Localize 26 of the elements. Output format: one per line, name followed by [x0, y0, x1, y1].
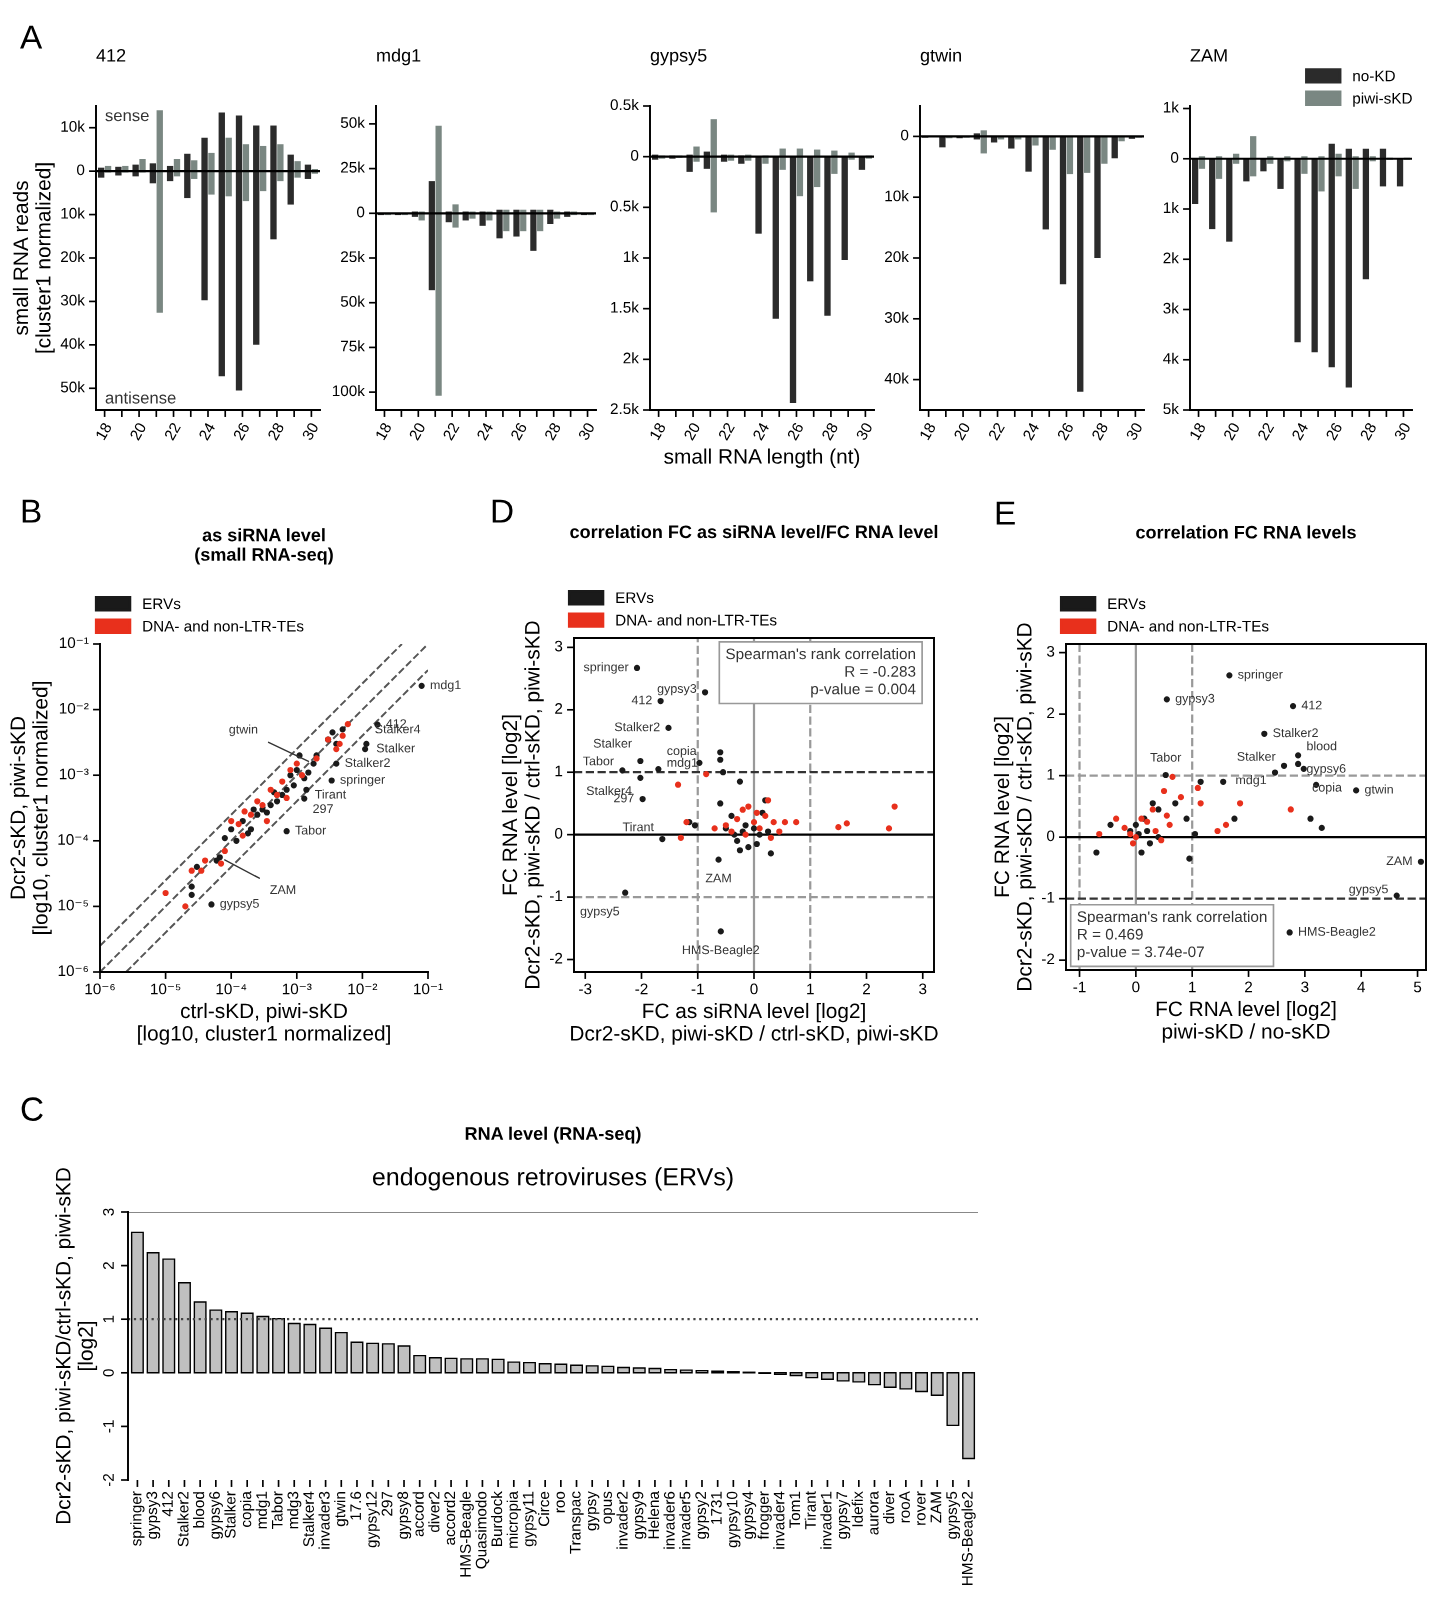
x-axis-title: FC RNA level [log2] piwi-sKD / no-sKD	[1156, 1000, 1336, 1043]
y-axis-title: FC RNA level [log2] Dcr2-sKD, piwi-sKD / ctrl-sKD, piwi-sKD	[501, 621, 544, 988]
y-axis-title: small RNA reads [cluster1 normalized]	[12, 163, 55, 353]
chart-title: ZAM	[1190, 49, 1227, 62]
chart-title: as siRNA level (small RNA-seq)	[195, 528, 333, 565]
chart-title: mdg1	[377, 48, 421, 66]
text: C	[21, 1097, 43, 1121]
annotation: sense	[105, 112, 149, 122]
text: E	[996, 501, 1015, 525]
x-axis-title: ctrl-sKD, piwi-sKD [log10, cluster1 normalized]	[138, 1002, 390, 1045]
chart-title: 412	[96, 48, 126, 62]
x-axis-title: small RNA length (nt)	[664, 448, 860, 468]
chart-title: gypsy5	[650, 49, 707, 66]
text: D	[492, 499, 513, 523]
y-axis-title: FC RNA level [log2] Dcr2-sKD, piwi-sKD / ctrl-sKD, piwi-sKD	[993, 623, 1036, 990]
y-axis-title: Dcr2-sKD, piwi-sKD/ctrl-sKD, piwi-sKD [log2]	[55, 1168, 98, 1524]
chart-subtitle: endogenous retroviruses (ERVs)	[372, 1167, 733, 1191]
y-axis-title: Dcr2-sKD, piwi-sKD [log10, cluster1 normalized]	[9, 682, 52, 934]
text: B	[22, 499, 41, 523]
x-axis-title: FC as siRNA level [log2] Dcr2-sKD, piwi-sKD / ctrl-sKD, piwi-sKD	[571, 1002, 938, 1045]
chart-title: correlation FC as siRNA level/FC RNA level	[570, 524, 938, 539]
text: A	[20, 25, 43, 49]
annotation: antisense	[105, 391, 176, 404]
chart-title: RNA level (RNA-seq)	[465, 1126, 641, 1144]
chart-title: correlation FC RNA levels	[1136, 525, 1356, 539]
chart-title: gtwin	[920, 48, 961, 66]
